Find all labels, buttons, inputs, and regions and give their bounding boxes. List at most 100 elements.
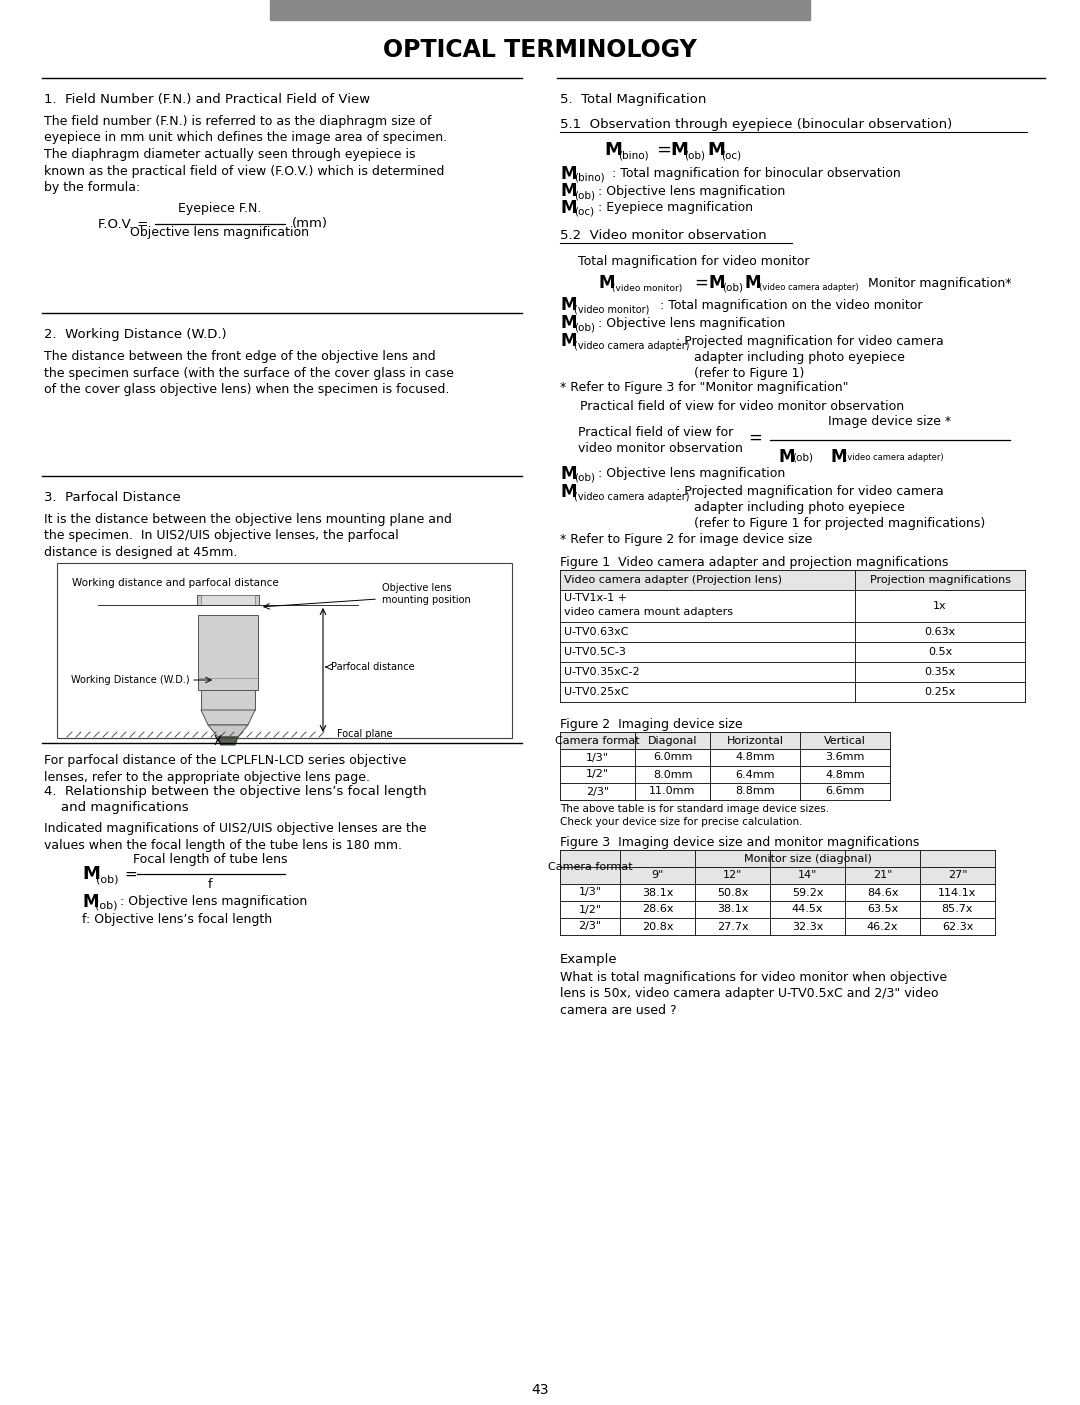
- Text: : Objective lens magnification: : Objective lens magnification: [598, 184, 785, 198]
- Bar: [561, 850, 995, 884]
- Text: 8.0mm: 8.0mm: [652, 770, 692, 780]
- Text: (ob): (ob): [573, 322, 595, 332]
- Text: M: M: [708, 274, 725, 292]
- Text: 46.2x: 46.2x: [867, 922, 899, 932]
- Text: 11.0mm: 11.0mm: [649, 787, 696, 797]
- Bar: [201, 690, 255, 710]
- Text: 38.1x: 38.1x: [642, 888, 673, 898]
- Text: 4.  Relationship between the objective lens’s focal length: 4. Relationship between the objective le…: [44, 785, 427, 798]
- Text: 27": 27": [948, 871, 968, 881]
- Text: 6.6mm: 6.6mm: [825, 787, 865, 797]
- Text: 1.  Field Number (F.N.) and Practical Field of View: 1. Field Number (F.N.) and Practical Fie…: [44, 93, 370, 105]
- Text: M: M: [745, 274, 761, 292]
- Text: Example: Example: [561, 953, 618, 967]
- Text: The field number (F.N.) is referred to as the diaphragm size of: The field number (F.N.) is referred to a…: [44, 115, 432, 128]
- Text: (ob): (ob): [96, 874, 119, 884]
- Text: Indicated magnifications of UIS2/UIS objective lenses are the: Indicated magnifications of UIS2/UIS obj…: [44, 822, 427, 835]
- Text: (video camera adapter): (video camera adapter): [573, 492, 689, 502]
- Text: 1/3": 1/3": [586, 753, 609, 763]
- Text: (video camera adapter): (video camera adapter): [759, 284, 859, 292]
- Text: M: M: [707, 140, 725, 159]
- Text: 9": 9": [651, 871, 664, 881]
- Text: 4.8mm: 4.8mm: [735, 753, 774, 763]
- Text: by the formula:: by the formula:: [44, 181, 140, 194]
- Text: What is total magnifications for video monitor when objective: What is total magnifications for video m…: [561, 971, 947, 983]
- Text: 2/3": 2/3": [586, 787, 609, 797]
- Text: Check your device size for precise calculation.: Check your device size for precise calcu…: [561, 816, 802, 828]
- Text: (refer to Figure 1 for projected magnifications): (refer to Figure 1 for projected magnifi…: [694, 517, 985, 531]
- Text: 0.35x: 0.35x: [924, 667, 956, 677]
- Text: (ob): (ob): [684, 150, 705, 160]
- Text: Figure 3  Imaging device size and monitor magnifications: Figure 3 Imaging device size and monitor…: [561, 836, 919, 849]
- Text: Parfocal distance: Parfocal distance: [330, 662, 415, 672]
- Text: Focal plane: Focal plane: [337, 729, 393, 739]
- Text: 114.1x: 114.1x: [939, 888, 976, 898]
- Text: It is the distance between the objective lens mounting plane and: It is the distance between the objective…: [44, 513, 451, 525]
- Text: (ob): (ob): [95, 901, 118, 910]
- Text: M: M: [561, 183, 577, 200]
- Text: lens is 50x, video camera adapter U-TV0.5xC and 2/3" video: lens is 50x, video camera adapter U-TV0.…: [561, 988, 939, 1000]
- Bar: [270, 0, 810, 20]
- Text: (video monitor): (video monitor): [573, 303, 649, 313]
- Text: M: M: [604, 140, 622, 159]
- Text: of the cover glass objective lens) when the specimen is focused.: of the cover glass objective lens) when …: [44, 384, 449, 396]
- Text: 59.2x: 59.2x: [792, 888, 823, 898]
- Text: f: f: [207, 878, 213, 891]
- Text: Eyepiece F.N.: Eyepiece F.N.: [178, 202, 261, 215]
- Text: Total magnification for video monitor: Total magnification for video monitor: [578, 254, 810, 268]
- Text: The above table is for standard image device sizes.: The above table is for standard image de…: [561, 804, 829, 813]
- Text: Working distance and parfocal distance: Working distance and parfocal distance: [72, 577, 279, 589]
- Text: Objective lens magnification: Objective lens magnification: [131, 226, 310, 239]
- Text: Diagonal: Diagonal: [648, 735, 698, 746]
- Text: camera are used ?: camera are used ?: [561, 1005, 677, 1017]
- Text: : Projected magnification for video camera: : Projected magnification for video came…: [676, 334, 944, 347]
- Text: adapter including photo eyepiece: adapter including photo eyepiece: [694, 350, 905, 364]
- Text: (video monitor): (video monitor): [612, 284, 683, 292]
- Text: M: M: [561, 164, 577, 183]
- Text: 0.63x: 0.63x: [924, 627, 956, 636]
- Text: 38.1x: 38.1x: [717, 905, 748, 915]
- Bar: [198, 615, 258, 690]
- Text: f: Objective lens’s focal length: f: Objective lens’s focal length: [82, 913, 272, 926]
- Text: M: M: [82, 894, 98, 910]
- Text: 5.1  Observation through eyepiece (binocular observation): 5.1 Observation through eyepiece (binocu…: [561, 118, 953, 131]
- Text: adapter including photo eyepiece: adapter including photo eyepiece: [694, 502, 905, 514]
- Text: lenses, refer to the appropriate objective lens page.: lenses, refer to the appropriate objecti…: [44, 770, 370, 784]
- Text: 44.5x: 44.5x: [792, 905, 823, 915]
- Text: 84.6x: 84.6x: [867, 888, 899, 898]
- Text: 1/2": 1/2": [579, 905, 602, 915]
- Text: Camera format: Camera format: [555, 735, 639, 746]
- Text: : Objective lens magnification: : Objective lens magnification: [598, 468, 785, 481]
- Text: =: =: [694, 274, 707, 292]
- Text: (ob): (ob): [573, 190, 595, 200]
- Bar: [561, 732, 890, 749]
- Text: (mm): (mm): [292, 218, 328, 230]
- Text: Focal length of tube lens: Focal length of tube lens: [133, 853, 287, 865]
- Text: (ob): (ob): [573, 473, 595, 483]
- Text: : Objective lens magnification: : Objective lens magnification: [120, 895, 307, 909]
- Text: the specimen surface (with the surface of the cover glass in case: the specimen surface (with the surface o…: [44, 367, 454, 379]
- Text: 6.0mm: 6.0mm: [652, 753, 692, 763]
- Text: Image device size *: Image device size *: [828, 414, 951, 429]
- Text: * Refer to Figure 3 for "Monitor magnification": * Refer to Figure 3 for "Monitor magnifi…: [561, 382, 849, 395]
- Text: 1/3": 1/3": [579, 888, 602, 898]
- Text: 6.4mm: 6.4mm: [735, 770, 774, 780]
- Text: (oc): (oc): [721, 150, 741, 160]
- Text: M: M: [82, 865, 99, 882]
- Text: 0.25x: 0.25x: [924, 687, 956, 697]
- Text: =: =: [656, 140, 671, 159]
- Text: U-TV0.63xC: U-TV0.63xC: [564, 627, 629, 636]
- Text: 27.7x: 27.7x: [717, 922, 748, 932]
- Text: 3.  Parfocal Distance: 3. Parfocal Distance: [44, 490, 180, 504]
- Text: 14": 14": [798, 871, 818, 881]
- Text: (bino): (bino): [618, 150, 649, 160]
- Text: 4.8mm: 4.8mm: [825, 770, 865, 780]
- Text: The diaphragm diameter actually seen through eyepiece is: The diaphragm diameter actually seen thr…: [44, 148, 416, 162]
- Text: (oc): (oc): [573, 207, 594, 216]
- Text: (ob): (ob): [723, 282, 743, 294]
- Text: M: M: [778, 448, 795, 466]
- Text: 21": 21": [873, 871, 892, 881]
- Polygon shape: [201, 710, 255, 725]
- Text: Monitor magnification*: Monitor magnification*: [868, 277, 1012, 289]
- Text: M: M: [561, 483, 577, 502]
